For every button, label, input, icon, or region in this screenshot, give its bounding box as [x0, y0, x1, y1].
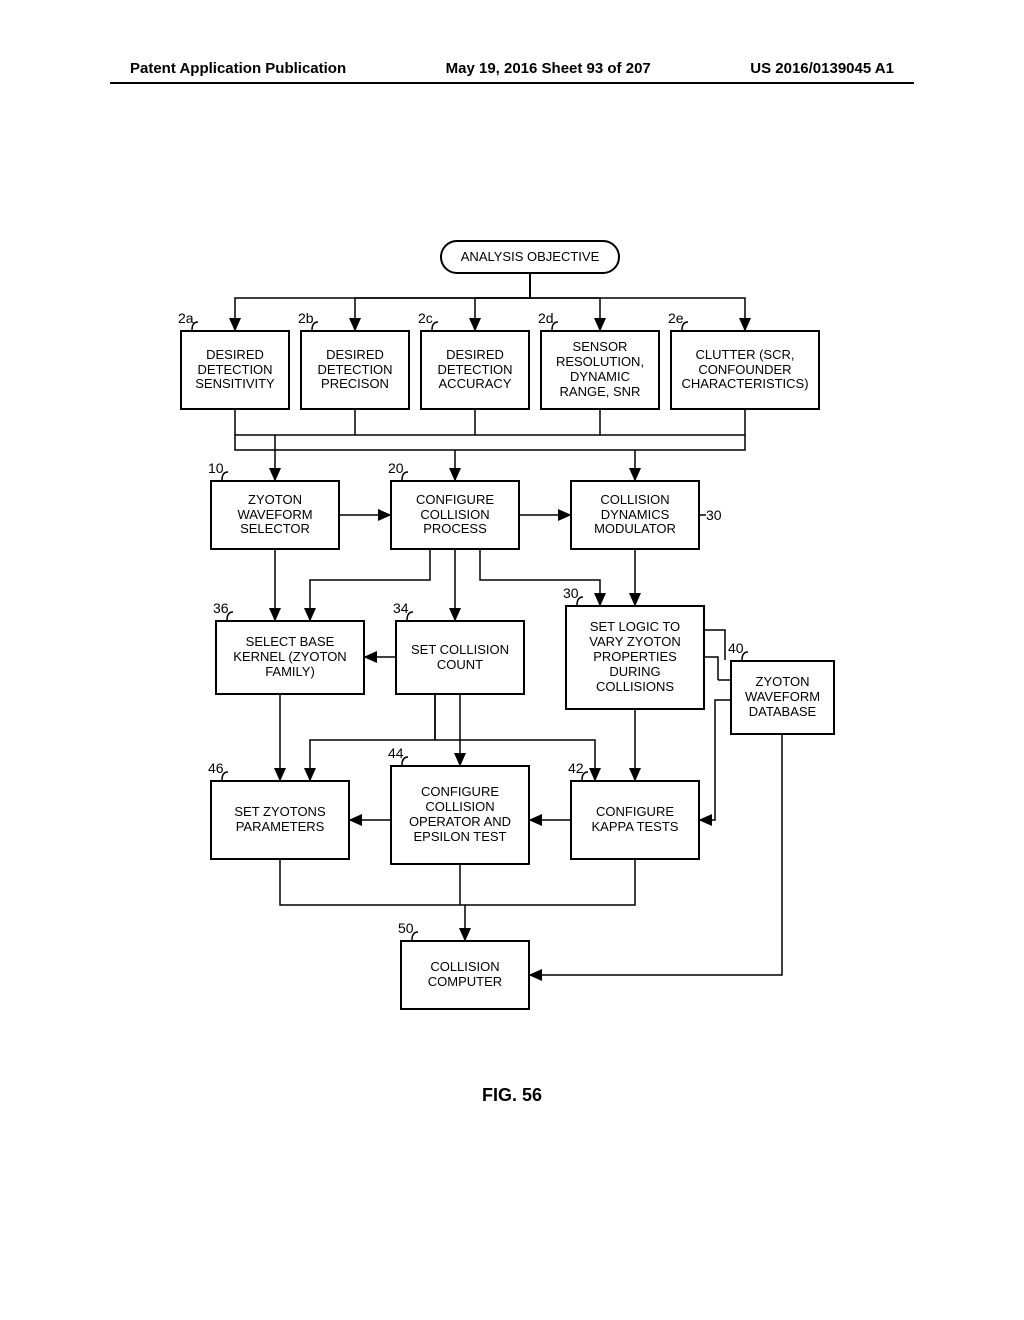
node-n10: ZYOTON WAVEFORM SELECTOR [210, 480, 340, 550]
tag-n42: 42 [568, 760, 584, 776]
tag-hook-n2c [432, 322, 438, 330]
node-n2a: DESIRED DETECTION SENSITIVITY [180, 330, 290, 410]
tag-n46: 46 [208, 760, 224, 776]
tag-n30: 30 [706, 507, 722, 523]
node-n42: CONFIGURE KAPPA TESTS [570, 780, 700, 860]
tag-n2b: 2b [298, 310, 314, 326]
node-n1: ANALYSIS OBJECTIVE [440, 240, 620, 274]
edge [310, 550, 430, 620]
node-n44: CONFIGURE COLLISION OPERATOR AND EPSILON… [390, 765, 530, 865]
figure-caption: FIG. 56 [0, 1085, 1024, 1106]
edge [355, 274, 530, 330]
edge [280, 860, 465, 940]
edge [235, 274, 530, 330]
node-n2c: DESIRED DETECTION ACCURACY [420, 330, 530, 410]
flow-diagram: ANALYSIS OBJECTIVE DESIRED DETECTION SENS… [170, 240, 870, 1070]
node-n34: SET COLLISION COUNT [395, 620, 525, 695]
header-center: May 19, 2016 Sheet 93 of 207 [446, 60, 651, 77]
edge [235, 410, 745, 435]
node-n20: CONFIGURE COLLISION PROCESS [390, 480, 520, 550]
edge [705, 630, 725, 660]
tag-n20: 20 [388, 460, 404, 476]
node-n50: COLLISION COMPUTER [400, 940, 530, 1010]
page-header: Patent Application Publication May 19, 2… [0, 60, 1024, 77]
node-n40: ZYOTON WAVEFORM DATABASE [730, 660, 835, 735]
edge [475, 274, 530, 330]
node-n2b: DESIRED DETECTION PRECISON [300, 330, 410, 410]
node-n46: SET ZYOTONS PARAMETERS [210, 780, 350, 860]
tag-n44: 44 [388, 745, 404, 761]
edge [235, 435, 745, 450]
tag-n2d: 2d [538, 310, 554, 326]
header-left: Patent Application Publication [130, 60, 346, 77]
tag-n2e: 2e [668, 310, 684, 326]
edge [700, 700, 730, 820]
edge [465, 860, 635, 905]
tag-n34: 34 [393, 600, 409, 616]
tag-n2a: 2a [178, 310, 194, 326]
tag-n40: 40 [728, 640, 744, 656]
node-n36: SELECT BASE KERNEL (ZYOTON FAMILY) [215, 620, 365, 695]
node-n2e: CLUTTER (SCR, CONFOUNDER CHARACTERISTICS… [670, 330, 820, 410]
edge [705, 657, 718, 680]
tag-n10: 10 [208, 460, 224, 476]
tag-n50: 50 [398, 920, 414, 936]
tag-n36: 36 [213, 600, 229, 616]
header-rule [110, 82, 914, 84]
node-n30: COLLISION DYNAMICS MODULATOR [570, 480, 700, 550]
header-right: US 2016/0139045 A1 [750, 60, 894, 77]
tag-n30b: 30 [563, 585, 579, 601]
node-n30b: SET LOGIC TO VARY ZYOTON PROPERTIES DURI… [565, 605, 705, 710]
node-n2d: SENSOR RESOLUTION, DYNAMIC RANGE, SNR [540, 330, 660, 410]
tag-n2c: 2c [418, 310, 433, 326]
edge [530, 274, 745, 330]
page: Patent Application Publication May 19, 2… [0, 0, 1024, 1320]
